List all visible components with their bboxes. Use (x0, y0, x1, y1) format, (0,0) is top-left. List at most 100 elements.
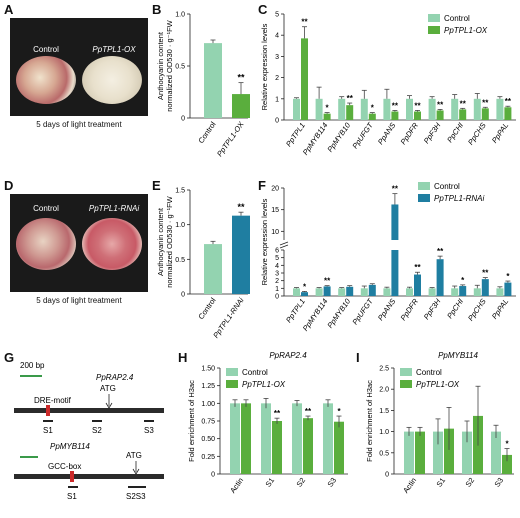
significance-mark: * (337, 407, 341, 416)
y-tick-label: 10 (271, 229, 279, 236)
bar-Control (293, 288, 300, 296)
photo-d-label-control: Control (33, 204, 59, 213)
y-tick-label: 1.0 (175, 12, 185, 19)
bar-PpTPL1-RNAi (436, 259, 444, 296)
bar-PpTPL1-OX (334, 421, 344, 474)
panel-letter-c: C (258, 2, 268, 17)
y-tick-label: 1.00 (201, 401, 215, 408)
rap-atg-label: ATG (100, 384, 116, 393)
chart-e: 0 0.5 1.0 1.5 Anthocyanin content normalized … (156, 188, 250, 340)
bar-Control (496, 288, 504, 296)
bar-PpTPL1-OX (459, 109, 467, 120)
y-axis-label: Relative expression levels (260, 23, 269, 110)
bar-PpTPL1-RNAi (481, 279, 489, 296)
y-tick-label: 0 (181, 292, 185, 299)
y-tick-label: 0.50 (201, 436, 215, 443)
bar-Control (473, 98, 481, 120)
bar-Control (315, 288, 323, 296)
x-tick-label: PpMYB10 (325, 296, 352, 330)
rap-site-s3: S3 (144, 426, 154, 435)
significance-mark: ** (237, 73, 245, 83)
y-tick-label: 0 (275, 118, 279, 125)
y-axis-label: Fold enrichment of H3ac (365, 380, 374, 462)
significance-mark: ** (414, 263, 421, 272)
bar-PpTPL1-OX (444, 428, 454, 474)
bar-PpTPL1-OX (481, 108, 489, 120)
bar-PpTPL1-RNAi (301, 292, 308, 296)
significance-mark: * (461, 276, 465, 285)
legend-swatch (400, 368, 412, 376)
bar-Control (404, 431, 414, 474)
bar-PpTPL1-OX (232, 94, 250, 118)
bar-Control (462, 431, 472, 474)
significance-mark: * (371, 104, 375, 113)
bar-Control (204, 244, 222, 294)
x-tick-label: PpCHS (466, 121, 488, 147)
x-tick-label: PpF3H (422, 297, 443, 322)
bar-Control (383, 98, 391, 120)
callus-control-d (16, 218, 76, 270)
legend-swatch (428, 26, 440, 34)
bar-Control (292, 403, 302, 474)
significance-mark: * (506, 272, 510, 281)
callus-ox-a (82, 56, 142, 104)
x-tick-label: PpCHI (445, 121, 465, 144)
bar-PpTPL1-RNAi (323, 286, 331, 296)
bar-PpTPL1-OX (504, 107, 512, 120)
bar-Control (428, 288, 436, 296)
x-tick-label: S1 (263, 476, 276, 489)
legend-swatch (418, 182, 430, 190)
x-tick-label: PpTPL1-OX (215, 119, 246, 158)
x-tick-label: PpF3H (422, 121, 443, 146)
photo-panel-a: Control PpTPL1-OX (10, 18, 148, 116)
chart-i: 0 0.5 1.0 1.5 2.0 2.5 Fold enrichment of H3ac P… (365, 351, 514, 495)
significance-mark: ** (482, 269, 489, 278)
significance-mark: * (326, 104, 330, 113)
bar-Control (496, 98, 504, 120)
chart-title: PpMYB114 (438, 351, 478, 360)
y-tick-label: 0.75 (201, 419, 215, 426)
bar-PpTPL1-RNAi (346, 286, 354, 296)
bar-PpTPL1-RNAi (368, 284, 376, 296)
panel-letter-h: H (178, 350, 188, 365)
bar-PpTPL1-OX (436, 110, 444, 120)
legend-label: PpTPL1-OX (242, 380, 286, 389)
myb-promoter-bar (14, 474, 164, 479)
x-tick-label: Actin (401, 476, 418, 495)
legend-label: Control (416, 368, 442, 377)
bar-PpTPL1-OX (346, 105, 354, 120)
y-tick-label: 0.5 (175, 64, 185, 71)
panel-letter-e: E (152, 178, 161, 193)
significance-mark: ** (505, 97, 512, 106)
y-tick-label: 4 (275, 263, 279, 270)
bar-Control (491, 431, 501, 474)
bar-Control (433, 431, 443, 474)
myb-motif-label: GCC-box (48, 462, 81, 471)
x-tick-label: S2 (463, 476, 476, 489)
legend-swatch (226, 368, 238, 376)
y-axis-label: Anthocyanin content (156, 207, 165, 276)
bar-PpTPL1-OX (502, 454, 512, 474)
y-tick-label: 2 (275, 75, 279, 82)
y-tick-label: 1.50 (201, 366, 215, 373)
significance-mark: ** (237, 202, 245, 212)
bar-Control (473, 288, 481, 296)
photo-a-label-control: Control (33, 45, 59, 54)
x-tick-label: PpCHS (466, 297, 488, 323)
bar-Control (383, 288, 391, 296)
axis-break-mark (279, 241, 289, 246)
photo-a-caption: 5 days of light treatment (36, 120, 122, 129)
legend-swatch (226, 380, 238, 388)
x-tick-label: S1 (434, 476, 447, 489)
x-tick-label: PpDFR (398, 121, 420, 147)
y-tick-label: 2.0 (379, 387, 389, 394)
bar-Control (428, 98, 436, 120)
significance-mark: ** (347, 94, 354, 103)
y-tick-label: 1.25 (201, 383, 215, 390)
significance-mark: ** (274, 409, 281, 418)
legend-swatch (418, 194, 430, 202)
x-tick-label: PpDFR (398, 297, 420, 323)
significance-mark: ** (305, 407, 312, 416)
bar-PpTPL1-OX (414, 111, 421, 120)
